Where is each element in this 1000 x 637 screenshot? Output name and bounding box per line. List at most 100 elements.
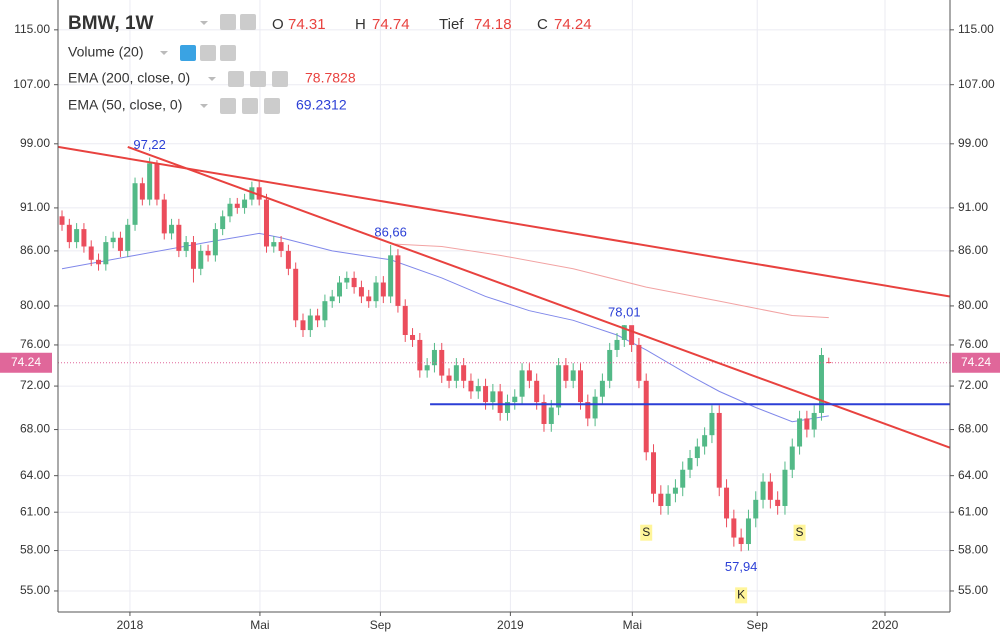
y-tick-label: 99.00: [958, 136, 988, 150]
candle-body: [811, 412, 817, 430]
eye-icon[interactable]: [180, 45, 196, 61]
eye-icon[interactable]: [220, 14, 236, 30]
close-icon[interactable]: [272, 71, 288, 87]
candle-body: [358, 287, 364, 297]
candle-body: [388, 255, 394, 297]
volume-label: Volume (20): [68, 44, 143, 60]
candle-body: [775, 499, 781, 506]
candle-body: [585, 402, 591, 419]
trend-line: [57, 145, 951, 298]
ema50-value: 69.2312: [296, 97, 347, 113]
dropdown-icon[interactable]: [208, 77, 216, 81]
eye-icon[interactable]: [228, 71, 244, 87]
candle-body: [534, 380, 540, 403]
candle-body: [760, 481, 766, 500]
candle-body: [154, 163, 160, 200]
dropdown-icon[interactable]: [200, 21, 208, 25]
close-icon[interactable]: [264, 98, 280, 114]
settings-icon[interactable]: [242, 98, 258, 114]
candle-body: [687, 458, 693, 470]
candle-body: [599, 380, 605, 397]
candle-body: [351, 277, 357, 288]
candle-body: [271, 242, 277, 247]
candle-body: [461, 365, 467, 381]
ema200-value: 78.7828: [305, 70, 356, 86]
ema-line: [61, 232, 829, 423]
candle-body: [709, 412, 715, 436]
candle-body: [59, 216, 65, 225]
candle-body: [117, 237, 123, 251]
y-tick-label: 107.00: [13, 77, 50, 91]
candle-body: [738, 537, 744, 545]
candle-body: [636, 344, 642, 381]
settings-icon[interactable]: [200, 45, 216, 61]
grid: [58, 0, 950, 612]
x-tick-label: Mai: [250, 618, 269, 632]
candle-body: [453, 365, 459, 381]
candle-body: [577, 370, 583, 403]
dropdown-icon[interactable]: [160, 51, 168, 55]
candle-body: [724, 487, 730, 519]
price-tag-label: 74.24: [11, 355, 41, 369]
candle-body: [139, 183, 145, 200]
candle-body: [753, 499, 759, 519]
y-tick-label: 115.00: [14, 22, 50, 36]
y-tick-label: 72.00: [958, 378, 988, 392]
settings-icon[interactable]: [250, 71, 266, 87]
high-label: H: [355, 16, 366, 33]
price-tag: [0, 352, 52, 373]
candle-body: [731, 518, 737, 538]
candle-body: [716, 412, 722, 488]
candle-body: [249, 187, 255, 200]
candle-body: [519, 370, 525, 397]
candle-body: [125, 224, 131, 251]
settings-icon[interactable]: [240, 14, 256, 30]
candle-body: [651, 452, 657, 494]
candle-body: [797, 418, 803, 447]
candle-body: [81, 229, 87, 247]
candle-body: [96, 259, 102, 265]
candle-body: [337, 282, 343, 297]
candle-body: [190, 242, 196, 269]
y-tick-label: 58.00: [958, 543, 988, 557]
candle-body: [103, 242, 109, 265]
low-label: Tief: [439, 16, 464, 33]
candle-body: [373, 282, 379, 302]
candle-body: [563, 365, 569, 381]
candle-body: [366, 296, 372, 302]
legend: BMW, 1W O 74.31 H 74.74 Tief 74.18 C 74.…: [68, 13, 592, 114]
pattern-marker-box: [640, 524, 653, 541]
y-tick-label: 91.00: [958, 200, 988, 214]
candle-body: [183, 242, 189, 251]
eye-icon[interactable]: [220, 98, 236, 114]
candle-body: [344, 277, 350, 283]
candle-body: [446, 375, 452, 381]
candle-body: [804, 418, 810, 430]
y-tick-label: 55.00: [20, 583, 50, 597]
price-tag-label: 74.24: [961, 355, 991, 369]
candle-body: [607, 349, 613, 381]
candle-body: [278, 242, 284, 251]
dropdown-icon[interactable]: [200, 104, 208, 108]
candle-body: [826, 362, 832, 364]
candle-body: [483, 386, 489, 403]
y-tick-label: 72.00: [20, 378, 50, 392]
candle-body: [300, 320, 306, 331]
candle-body: [212, 229, 218, 256]
x-tick-label: 2020: [872, 618, 899, 632]
y-tick-label: 55.00: [958, 583, 988, 597]
candle-body: [285, 250, 291, 269]
close-icon[interactable]: [220, 45, 236, 61]
annotation: 97,22: [133, 137, 166, 152]
candle-body: [504, 402, 510, 413]
candle-body: [694, 446, 700, 459]
candle-body: [176, 224, 182, 251]
candle-body: [410, 334, 416, 340]
candle-body: [556, 365, 562, 408]
y-tick-label: 58.00: [20, 543, 50, 557]
candle-body: [424, 365, 430, 371]
candle-body: [205, 250, 211, 256]
y-tick-label: 86.00: [958, 243, 988, 257]
pattern-marker-box: [735, 587, 748, 604]
